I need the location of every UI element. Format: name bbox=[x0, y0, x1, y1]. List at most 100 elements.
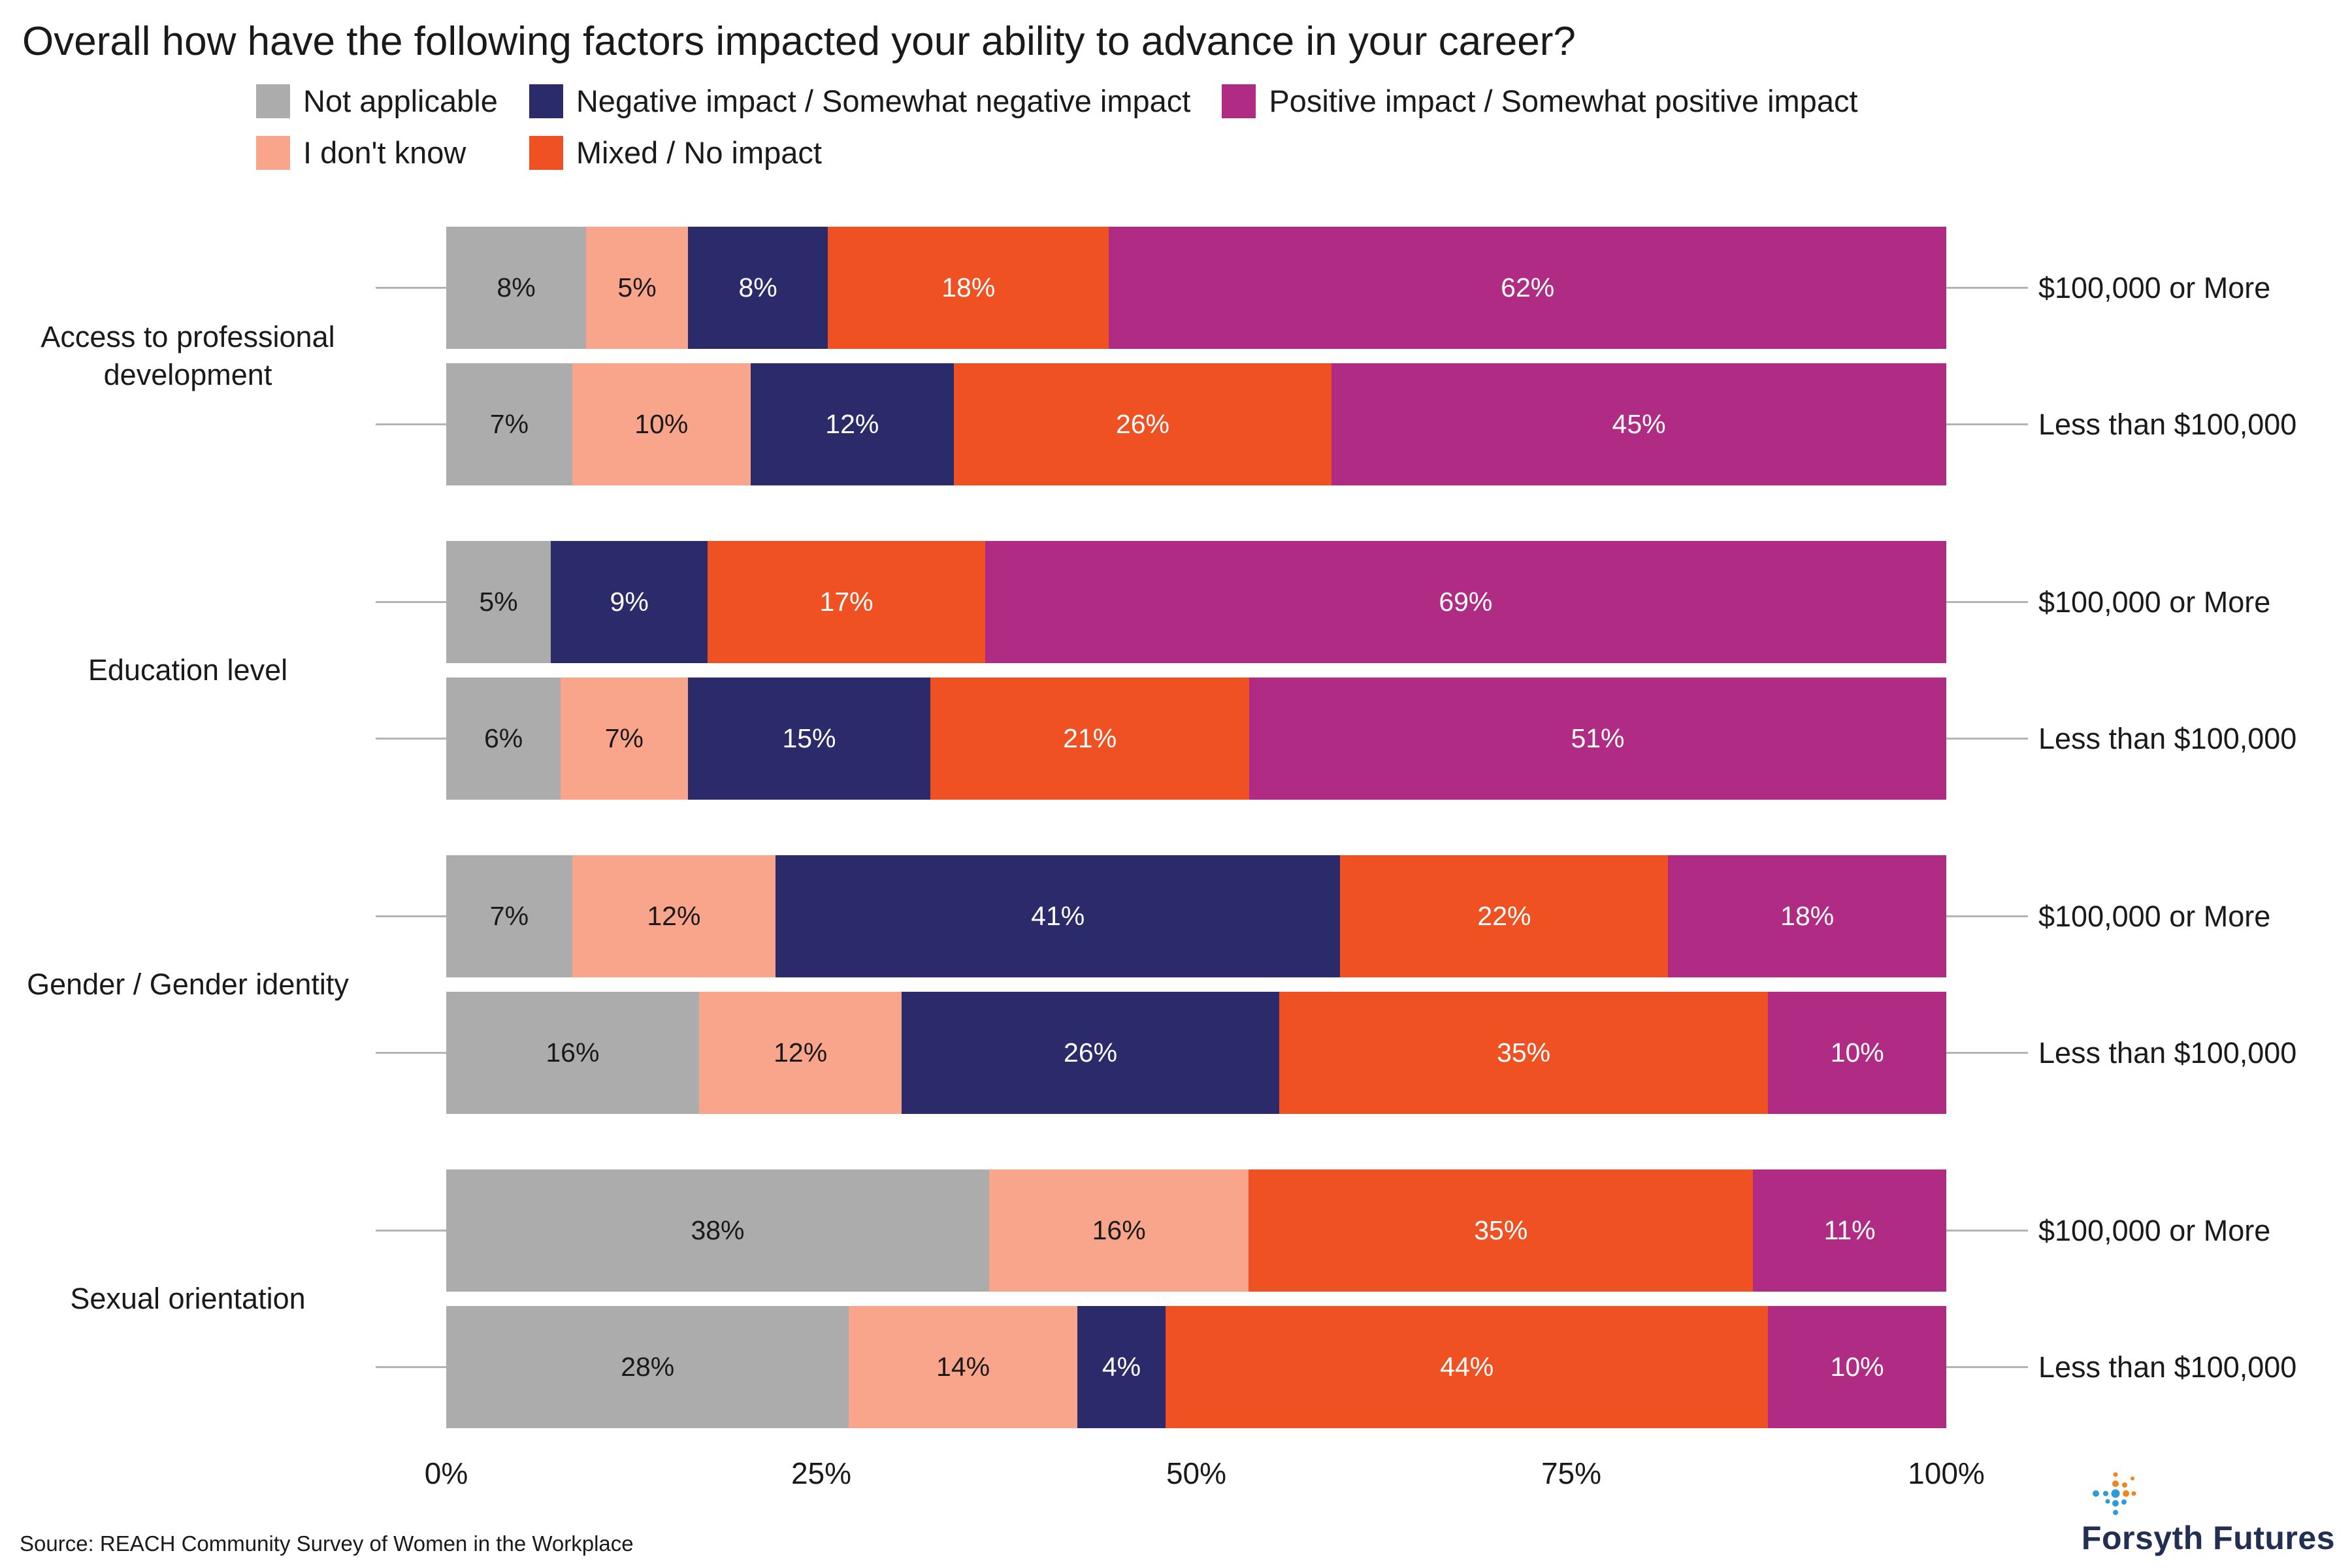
bar-segment: 35% bbox=[1279, 992, 1769, 1115]
bar-row: 7% 12% 41% 22% 18% $100,000 or More bbox=[376, 855, 2352, 978]
bar-segment: 17% bbox=[708, 541, 985, 664]
income-group-label: $100,000 or More bbox=[2038, 1213, 2271, 1247]
bar-segment: 45% bbox=[1331, 363, 1946, 486]
leader-line-left bbox=[376, 423, 446, 426]
x-axis-tick-label: 100% bbox=[1908, 1456, 1985, 1491]
stacked-bar: 8% 5% 8% 18% 62% bbox=[446, 227, 1946, 350]
legend-label: Mixed / No impact bbox=[576, 135, 822, 171]
bar-segment: 7% bbox=[561, 678, 688, 800]
bar-segment: 4% bbox=[1077, 1306, 1166, 1429]
leader-line-left bbox=[376, 601, 446, 604]
bar-segment: 6% bbox=[446, 678, 561, 800]
stacked-bar: 16% 12% 26% 35% 10% bbox=[446, 992, 1946, 1115]
bar-segment: 10% bbox=[1768, 992, 1946, 1115]
leader-line-left bbox=[376, 738, 446, 740]
bar-segment: 26% bbox=[953, 363, 1332, 486]
bar-segment: 18% bbox=[828, 227, 1109, 350]
bar-row: 16% 12% 26% 35% 10% Less than $100,000 bbox=[376, 992, 2352, 1115]
legend-item: Not applicable bbox=[256, 83, 498, 119]
legend-item: Mixed / No impact bbox=[529, 135, 1190, 171]
factor-label: Access to professional development bbox=[41, 319, 335, 392]
bar-segment: 11% bbox=[1753, 1169, 1946, 1292]
bar-segment: 16% bbox=[446, 992, 699, 1115]
income-group-label: $100,000 or More bbox=[2038, 585, 2271, 619]
factor-group: Education level 5% 9% 17% 69% $100,000 or Mor… bbox=[0, 541, 2352, 800]
bar-segment: 7% bbox=[446, 363, 572, 486]
stacked-bar: 38% 16% 35% 11% bbox=[446, 1169, 1946, 1292]
bar-segment: 12% bbox=[750, 363, 954, 486]
bar-segment: 8% bbox=[446, 227, 587, 350]
bar-segment: 12% bbox=[698, 992, 902, 1115]
leader-line-right bbox=[1946, 1230, 2028, 1232]
leader-line-left bbox=[376, 915, 446, 918]
stacked-bar: 7% 10% 12% 26% 45% bbox=[446, 363, 1946, 486]
forsyth-futures-logo-icon bbox=[2092, 1472, 2136, 1515]
stacked-bar: 7% 12% 41% 22% 18% bbox=[446, 855, 1946, 978]
leader-line-left bbox=[376, 1230, 446, 1232]
x-axis-tick-label: 50% bbox=[1166, 1456, 1227, 1491]
legend-swatch bbox=[529, 135, 563, 170]
income-group-label: Less than $100,000 bbox=[2038, 721, 2297, 755]
bar-segment: 9% bbox=[550, 541, 708, 664]
leader-line-right bbox=[1946, 287, 2028, 289]
factor-label: Sexual orientation bbox=[70, 1282, 306, 1316]
leader-line-right bbox=[1946, 601, 2028, 604]
income-group-label: Less than $100,000 bbox=[2038, 1036, 2297, 1070]
bar-segment: 28% bbox=[446, 1306, 849, 1429]
stacked-bar-chart: Access to professional development 8% 5% 8%… bbox=[0, 227, 2352, 1429]
stacked-bar: 28% 14% 4% 44% 10% bbox=[446, 1306, 1946, 1429]
bar-segment: 8% bbox=[688, 227, 828, 350]
leader-line-left bbox=[376, 1366, 446, 1369]
bar-segment: 35% bbox=[1249, 1169, 1754, 1292]
leader-line-left bbox=[376, 1052, 446, 1054]
legend-swatch bbox=[256, 135, 290, 170]
bar-row: 38% 16% 35% 11% $100,000 or More bbox=[376, 1169, 2352, 1292]
bar-segment: 26% bbox=[902, 992, 1279, 1115]
leader-line-right bbox=[1946, 738, 2028, 740]
bar-segment: 5% bbox=[446, 541, 551, 664]
x-axis-tick-label: 25% bbox=[791, 1456, 852, 1491]
bar-segment: 16% bbox=[988, 1169, 1249, 1292]
legend-swatch bbox=[1222, 84, 1256, 118]
income-group-label: Less than $100,000 bbox=[2038, 1350, 2297, 1384]
forsyth-futures-logo-text: Forsyth Futures bbox=[2081, 1520, 2335, 1556]
bar-row: 5% 9% 17% 69% $100,000 or More bbox=[376, 541, 2352, 664]
bar-segment: 10% bbox=[572, 363, 751, 486]
bar-segment: 62% bbox=[1109, 227, 1946, 350]
bar-segment: 12% bbox=[572, 855, 776, 978]
stacked-bar: 5% 9% 17% 69% bbox=[446, 541, 1946, 664]
bar-segment: 51% bbox=[1249, 678, 1946, 800]
bar-segment: 41% bbox=[775, 855, 1341, 978]
legend-swatch bbox=[256, 84, 290, 118]
bar-segment: 38% bbox=[446, 1169, 989, 1292]
factor-group: Sexual orientation 38% 16% 35% 11% $100,000 o… bbox=[0, 1169, 2352, 1429]
bar-segment: 7% bbox=[446, 855, 572, 978]
leader-line-left bbox=[376, 287, 446, 289]
leader-line-right bbox=[1946, 1052, 2028, 1054]
bar-segment: 15% bbox=[687, 678, 931, 800]
source-note: Source: REACH Community Survey of Women … bbox=[20, 1531, 634, 1556]
bar-row: 28% 14% 4% 44% 10% Less than $100,000 bbox=[376, 1306, 2352, 1429]
footer: Source: REACH Community Survey of Women … bbox=[0, 1464, 2352, 1568]
bar-segment: 22% bbox=[1340, 855, 1669, 978]
factor-bar-rows: 5% 9% 17% 69% $100,000 or More 6% 7% 15% 21% 51% L… bbox=[376, 541, 2352, 800]
chart-title: Overall how have the following factors i… bbox=[22, 19, 1576, 64]
bar-segment: 21% bbox=[930, 678, 1249, 800]
x-axis-tick-label: 0% bbox=[424, 1456, 468, 1491]
legend-item: Positive impact / Somewhat positive impa… bbox=[1222, 83, 1858, 119]
legend-item: Negative impact / Somewhat negative impa… bbox=[529, 83, 1190, 119]
legend-label: Positive impact / Somewhat positive impa… bbox=[1269, 84, 1858, 119]
income-group-label: $100,000 or More bbox=[2038, 899, 2271, 933]
factor-group: Access to professional development 8% 5% 8%… bbox=[0, 227, 2352, 486]
bar-segment: 69% bbox=[985, 541, 1946, 664]
legend-swatch bbox=[529, 84, 563, 118]
bar-segment: 18% bbox=[1668, 855, 1946, 978]
factor-label: Education level bbox=[88, 653, 288, 687]
factor-group: Gender / Gender identity 7% 12% 41% 22% 18% $1… bbox=[0, 855, 2352, 1115]
bar-row: 6% 7% 15% 21% 51% Less than $100,000 bbox=[376, 678, 2352, 800]
factor-bar-rows: 8% 5% 8% 18% 62% $100,000 or More 7% 10% 12% 26% 4… bbox=[376, 227, 2352, 486]
income-group-label: $100,000 or More bbox=[2038, 270, 2271, 304]
x-axis: 0% 25% 50% 75% 100% bbox=[425, 1456, 1985, 1490]
leader-line-right bbox=[1946, 915, 2028, 918]
